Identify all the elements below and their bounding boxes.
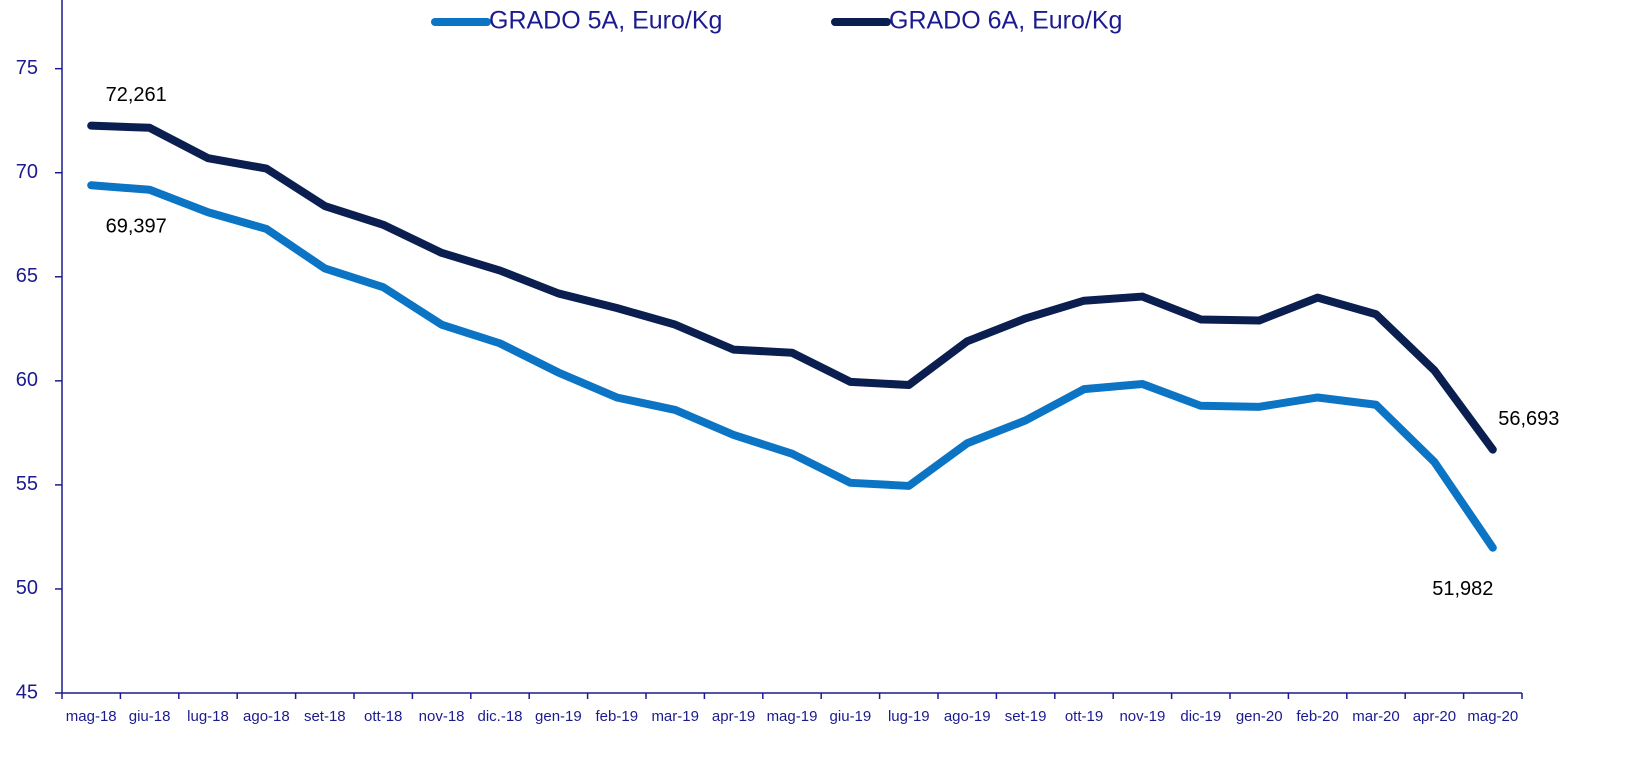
x-tick-label: lug-19 [888,708,930,725]
x-tick-label: mar-20 [1352,708,1400,725]
x-tick-label: feb-19 [596,708,639,725]
x-tick-label: set-18 [304,708,346,725]
x-tick-label: mag-19 [767,708,818,725]
x-tick-label: giu-19 [830,708,872,725]
x-tick-label: dic-19 [1180,708,1221,725]
y-tick-label: 70 [16,161,38,183]
x-tick-label: mag-20 [1467,708,1518,725]
y-tick-label: 65 [16,265,38,287]
x-tick-label: ott-19 [1065,708,1103,725]
y-tick-label: 55 [16,473,38,495]
series-line [87,181,1497,552]
x-tick-label: dic.-18 [477,708,522,725]
legend-label: GRADO 6A, Euro/Kg [889,7,1122,35]
x-tick-label: feb-20 [1296,708,1339,725]
x-tick-label: giu-18 [129,708,171,725]
x-tick-label: apr-19 [712,708,755,725]
x-tick-label: nov-18 [419,708,465,725]
x-tick-label: mag-18 [66,708,117,725]
data-label: 69,397 [106,216,167,238]
data-label: 72,261 [106,84,167,106]
x-tick-label: gen-19 [535,708,582,725]
x-tick-label: ott-18 [364,708,402,725]
data-label: 56,693 [1498,408,1559,430]
x-tick-label: nov-19 [1119,708,1165,725]
y-tick-label: 50 [16,577,38,599]
x-tick-label: ago-19 [944,708,991,725]
data-label: 51,982 [1432,578,1493,600]
x-tick-label: set-19 [1005,708,1047,725]
y-tick-label: 45 [16,681,38,703]
y-tick-label: 60 [16,369,38,391]
x-tick-label: gen-20 [1236,708,1283,725]
x-tick-label: ago-18 [243,708,290,725]
x-tick-label: lug-18 [187,708,229,725]
y-tick-label: 75 [16,57,38,79]
series-line [87,121,1497,454]
legend-label: GRADO 5A, Euro/Kg [489,7,722,35]
x-tick-label: mar-19 [651,708,699,725]
x-tick-label: apr-20 [1413,708,1456,725]
